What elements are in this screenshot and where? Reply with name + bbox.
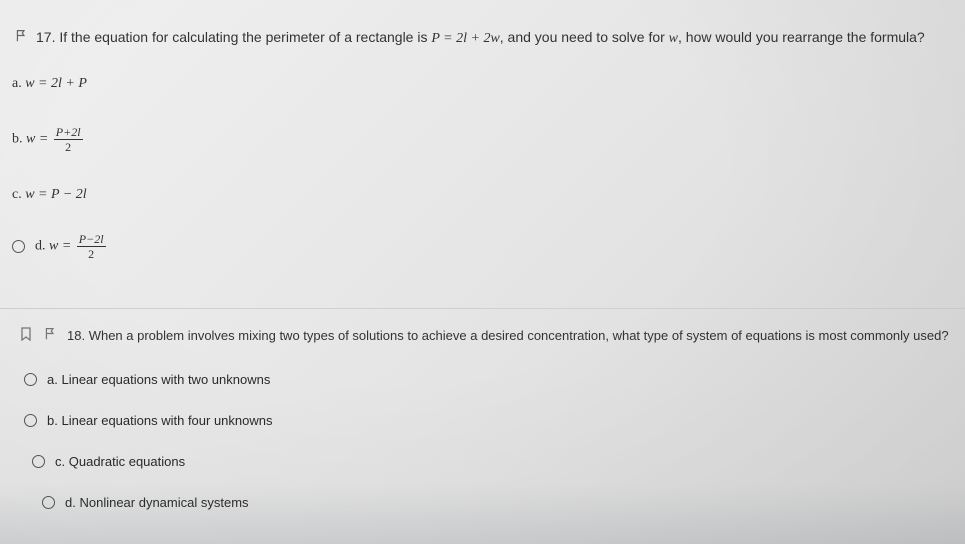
question-17: 17. If the equation for calculating the …: [0, 20, 965, 268]
flag-icon[interactable]: [15, 29, 28, 45]
q17-text-mid: , and you need to solve for: [500, 29, 669, 45]
question-18: 18. When a problem involves mixing two t…: [0, 319, 965, 518]
bookmark-icon[interactable]: [20, 327, 32, 344]
question-18-text: 18. When a problem involves mixing two t…: [67, 327, 949, 345]
option-label: b. Linear equations with four unknowns: [47, 413, 273, 428]
q17-text-after: , how would you rearrange the formula?: [678, 29, 925, 45]
option-label: d. w = P−2l 2: [35, 233, 108, 260]
fraction: P−2l 2: [77, 233, 106, 260]
q18-options: a. Linear equations with two unknowns b.…: [0, 353, 965, 518]
q18-option-d[interactable]: d. Nonlinear dynamical systems: [2, 487, 965, 518]
radio-icon[interactable]: [42, 496, 55, 509]
option-label: c. w = P − 2l: [12, 187, 87, 203]
q18-option-a[interactable]: a. Linear equations with two unknowns: [2, 364, 965, 395]
radio-icon[interactable]: [24, 373, 37, 386]
q17-text-before: If the equation for calculating the peri…: [59, 29, 431, 45]
question-17-header: 17. If the equation for calculating the …: [0, 20, 965, 57]
q17-option-c[interactable]: c. w = P − 2l: [2, 179, 965, 211]
option-label: d. Nonlinear dynamical systems: [65, 495, 249, 510]
option-label: a. Linear equations with two unknowns: [47, 372, 270, 387]
flag-icon[interactable]: [44, 327, 57, 343]
q17-equation: P = 2l + 2w: [431, 31, 499, 46]
q17-option-a[interactable]: a. w = 2l + P: [2, 68, 965, 100]
q17-variable: w: [669, 31, 678, 46]
q17-options: a. w = 2l + P b. w = P+2l 2 c.: [0, 57, 965, 268]
q18-option-b[interactable]: b. Linear equations with four unknowns: [2, 405, 965, 436]
q18-number: 18.: [67, 328, 85, 343]
q18-text: When a problem involves mixing two types…: [89, 328, 949, 343]
radio-icon[interactable]: [12, 240, 25, 253]
q17-option-d[interactable]: d. w = P−2l 2: [2, 225, 965, 268]
option-label: b. w = P+2l 2: [12, 126, 85, 153]
q17-number: 17.: [36, 29, 55, 45]
radio-icon[interactable]: [24, 414, 37, 427]
quiz-page: 17. If the equation for calculating the …: [0, 0, 965, 518]
question-18-header: 18. When a problem involves mixing two t…: [0, 319, 965, 353]
question-17-text: 17. If the equation for calculating the …: [36, 28, 925, 49]
divider: [0, 308, 965, 309]
fraction: P+2l 2: [54, 126, 83, 153]
radio-icon[interactable]: [32, 455, 45, 468]
q17-option-b[interactable]: b. w = P+2l 2: [2, 118, 965, 161]
option-label: c. Quadratic equations: [55, 454, 185, 469]
option-label: a. w = 2l + P: [12, 76, 87, 92]
q18-option-c[interactable]: c. Quadratic equations: [2, 446, 965, 477]
